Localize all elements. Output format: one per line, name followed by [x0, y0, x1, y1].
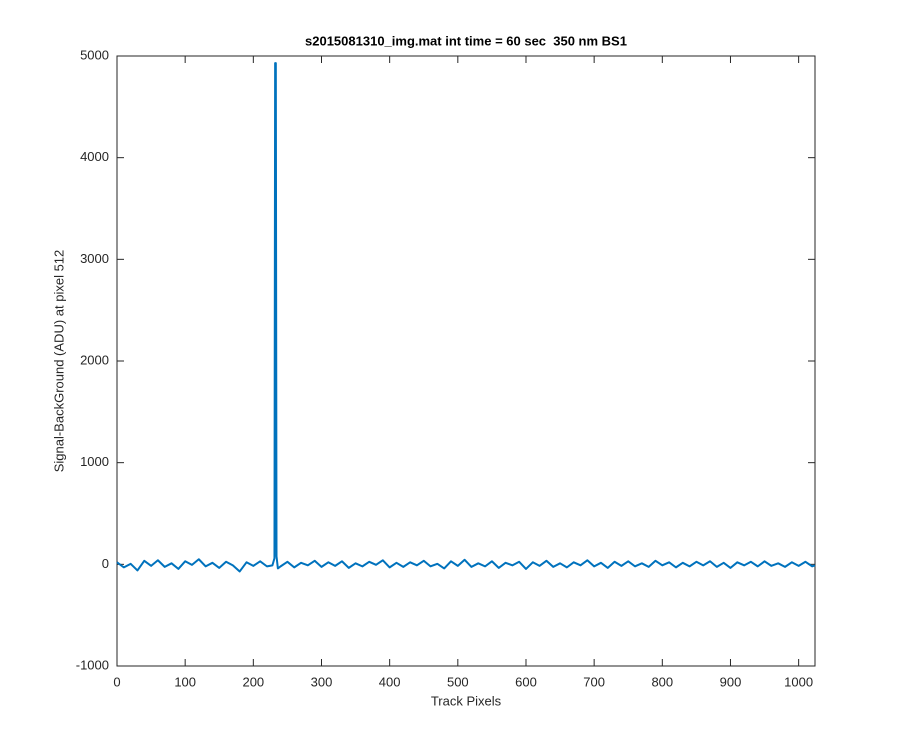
y-tick-label: 4000 — [80, 149, 109, 164]
x-tick-label: 0 — [113, 674, 120, 689]
x-tick-label: 900 — [720, 674, 742, 689]
x-tick-label: 100 — [174, 674, 196, 689]
x-tick-label: 500 — [447, 674, 469, 689]
y-tick-label: 1000 — [80, 454, 109, 469]
y-axis-label: Signal-BackGround (ADU) at pixel 512 — [51, 250, 66, 473]
x-tick-label: 800 — [651, 674, 673, 689]
x-tick-label: 400 — [379, 674, 401, 689]
x-tick-label: 600 — [515, 674, 537, 689]
x-tick-label: 200 — [242, 674, 264, 689]
x-tick-label: 700 — [583, 674, 605, 689]
plot-area — [116, 55, 816, 667]
y-tick-label: -1000 — [76, 657, 109, 672]
y-tick-label: 3000 — [80, 251, 109, 266]
y-tick-label: 2000 — [80, 352, 109, 367]
chart-title: s2015081310_img.mat int time = 60 sec 35… — [305, 33, 627, 48]
x-tick-label: 1000 — [784, 674, 813, 689]
x-tick-label: 300 — [311, 674, 333, 689]
data-line — [116, 62, 816, 573]
y-tick-label: 5000 — [80, 47, 109, 62]
x-axis-label: Track Pixels — [431, 693, 502, 708]
y-tick-label: 0 — [102, 556, 109, 571]
